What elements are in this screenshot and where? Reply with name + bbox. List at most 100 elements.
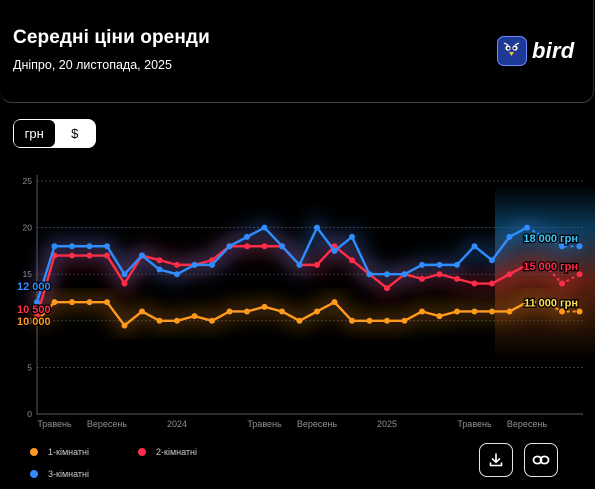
data-point <box>489 257 495 264</box>
legend-item-2-room[interactable]: 2-кімнатні <box>138 447 197 457</box>
data-point <box>121 280 128 287</box>
legend-label-2-room: 2-кімнатні <box>156 447 197 457</box>
data-point <box>436 313 443 320</box>
data-point <box>226 243 233 250</box>
data-point <box>471 280 478 287</box>
legend-label-1-room: 1-кімнатні <box>48 447 89 457</box>
data-point <box>156 317 163 324</box>
data-point <box>69 299 75 306</box>
data-point <box>244 243 250 250</box>
data-point <box>174 317 180 324</box>
chart-legend: 1-кімнатні 2-кімнатні 3-кімнатні <box>30 444 280 484</box>
data-point <box>541 299 548 306</box>
y-tick-label: 0 <box>27 409 32 419</box>
data-point <box>209 261 215 268</box>
start-value-label: 12 000 <box>17 281 51 293</box>
data-point <box>226 308 233 315</box>
data-point <box>419 261 425 268</box>
data-point <box>191 261 198 268</box>
data-point <box>384 317 390 324</box>
data-point <box>296 317 303 324</box>
legend-swatch-2-room <box>138 448 146 456</box>
data-point <box>489 280 495 287</box>
currency-toggle[interactable]: грн $ <box>13 119 96 148</box>
data-point <box>86 299 93 306</box>
logo: bird <box>497 35 574 67</box>
data-point <box>349 317 355 324</box>
data-point <box>244 308 250 315</box>
data-point <box>121 322 128 329</box>
header: Середні ціни оренди Дніпро, 20 листопада… <box>0 0 594 103</box>
data-point <box>541 261 548 268</box>
data-point <box>506 233 513 240</box>
series-projection-3-room <box>526 226 580 248</box>
series-projection-2-room <box>527 263 580 285</box>
legend-item-3-room[interactable]: 3-кімнатні <box>30 469 89 479</box>
data-point <box>419 275 425 282</box>
data-point <box>331 299 338 306</box>
currency-option-usd[interactable]: $ <box>71 126 79 141</box>
y-tick-label: 15 <box>23 269 33 279</box>
data-point <box>366 271 373 278</box>
end-value-label: 18 000 грн <box>523 233 578 245</box>
data-point <box>541 233 548 240</box>
data-point <box>314 308 320 315</box>
data-point <box>384 285 390 292</box>
y-tick-label: 10 <box>23 316 33 326</box>
data-point <box>209 317 215 324</box>
legend-item-1-room[interactable]: 1-кімнатні <box>30 447 89 457</box>
data-point <box>104 252 110 259</box>
data-point <box>296 261 303 268</box>
x-tick-label: 2024 <box>167 419 187 429</box>
data-point <box>104 299 110 306</box>
data-point <box>121 271 128 278</box>
data-point <box>261 224 268 231</box>
data-point <box>349 257 355 264</box>
data-point <box>314 224 320 231</box>
data-point <box>349 233 355 240</box>
y-tick-label: 25 <box>23 176 33 186</box>
data-point <box>524 224 530 231</box>
data-point <box>191 313 198 320</box>
data-point <box>34 313 40 320</box>
data-point <box>261 243 268 250</box>
data-point <box>559 308 565 315</box>
data-point <box>471 243 478 250</box>
x-tick-label: Вересень <box>507 419 547 429</box>
page-title: Середні ціни оренди <box>13 27 210 48</box>
data-point <box>139 252 145 259</box>
data-point <box>34 317 40 324</box>
data-point <box>489 308 495 315</box>
data-point <box>261 303 268 310</box>
data-point <box>314 261 320 268</box>
data-point <box>174 271 180 278</box>
data-point <box>436 271 443 278</box>
data-point <box>279 308 285 315</box>
x-tick-label: 2025 <box>377 419 397 429</box>
x-tick-label: Вересень <box>297 419 337 429</box>
data-point <box>156 257 163 264</box>
currency-option-uah[interactable]: грн <box>14 120 55 147</box>
download-button[interactable] <box>479 443 513 477</box>
data-point <box>506 308 513 315</box>
data-point <box>576 308 583 315</box>
link-icon <box>532 455 550 465</box>
legend-swatch-3-room <box>30 470 38 478</box>
data-point <box>401 271 408 278</box>
data-point <box>454 308 460 315</box>
legend-label-3-room: 3-кімнатні <box>48 469 89 479</box>
copy-link-button[interactable] <box>524 443 558 477</box>
data-point <box>69 252 75 259</box>
data-point <box>524 261 530 268</box>
end-value-label: 11 000 грн <box>524 297 578 309</box>
data-point <box>559 280 565 287</box>
data-point <box>86 252 93 259</box>
logo-text: bird <box>532 38 575 63</box>
data-point <box>454 261 460 268</box>
data-point <box>506 271 513 278</box>
data-point <box>51 299 58 306</box>
data-point <box>86 243 93 250</box>
page-subtitle: Дніпро, 20 листопада, 2025 <box>13 58 172 72</box>
data-point <box>576 243 583 250</box>
data-point <box>104 243 110 250</box>
